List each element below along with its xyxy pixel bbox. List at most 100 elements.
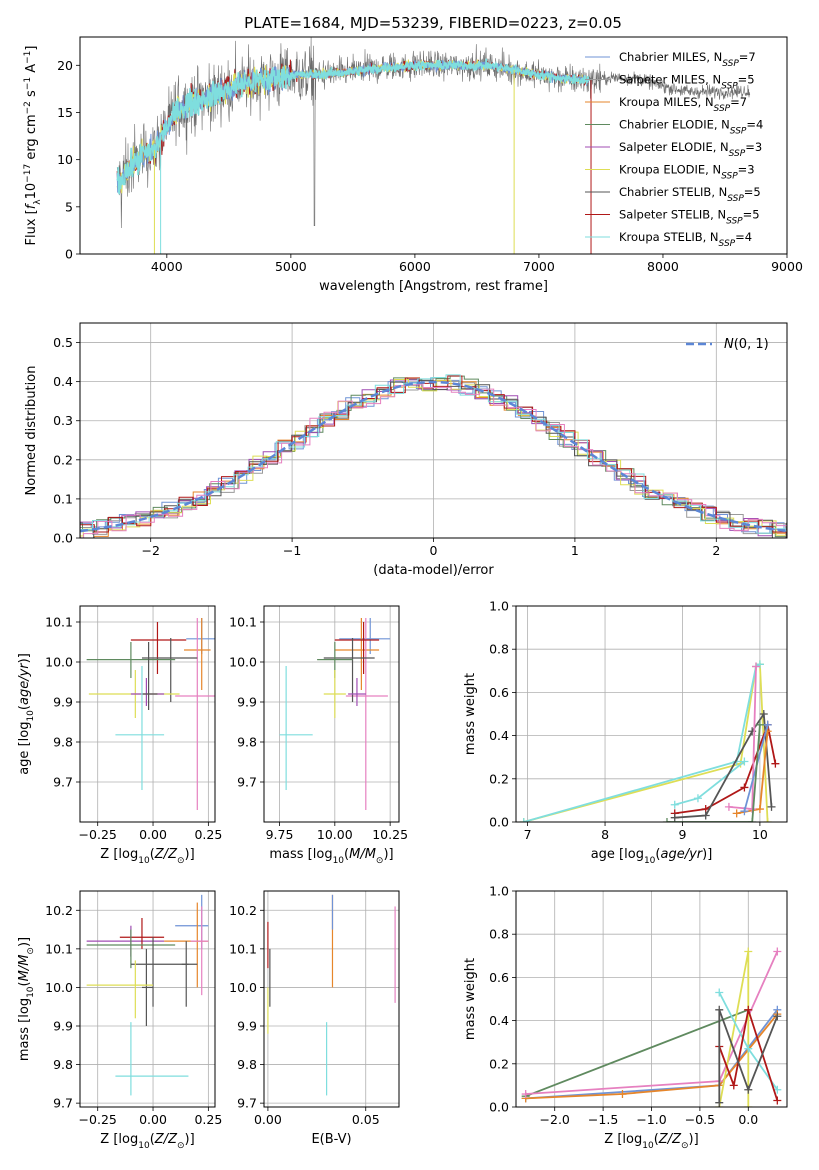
z-age-ylabel: age [log10(age/yr)] [17,653,36,775]
y-tick-label: 10.1 [229,941,257,956]
z-weight-marker [715,1005,724,1014]
age-weight-frame [515,605,788,823]
age-weight-marker [670,800,679,809]
z-mass-ylabel: mass [log10(M/M⊙)] [17,937,36,1061]
legend-label: Chabrier STELIB, NSSP=5 [619,185,761,204]
y-tick-label: 0.0 [489,815,509,830]
y-tick-label: 20 [57,58,73,73]
y-tick-label: 10.0 [229,655,257,670]
z-weight-ylabel: mass weight [463,958,478,1040]
legend-label: Kroupa MILES, NSSP=7 [619,95,747,114]
age-weight-marker [752,662,761,671]
x-tick-label: 9000 [771,259,803,274]
z-weight-marker [744,947,753,956]
x-tick-label: 5000 [275,259,307,274]
y-tick-label: 0.2 [489,1056,509,1071]
z-mass-frame [79,890,216,1108]
y-tick-label: 9.8 [53,735,73,750]
z-weight-marker [773,1012,782,1021]
age-weight-marker [759,710,768,718]
y-tick-label: 0.2 [489,771,509,786]
z-age-point [115,666,165,790]
residuals-axes: −2 −1 0 1 2 0.0 0.1 0.2 0.3 0.4 0.5 [53,323,787,558]
spectrum-frame [79,36,788,255]
z-weight-marker [773,1096,782,1105]
x-tick-label: −0.25 [79,1112,117,1127]
mass-age-point [323,638,375,702]
x-tick-label: 4000 [151,259,183,274]
z-weight-marker [715,988,724,997]
y-tick-label: 10.2 [45,903,73,918]
age-weight-marker [662,818,671,822]
legend-label: Salpeter MILES, NSSP=5 [619,73,755,92]
legend-label: Salpeter ELODIE, NSSP=3 [619,140,762,159]
age-weight-marker [763,818,772,822]
x-tick-label: −2.0 [540,1112,570,1127]
z-age-point [141,638,198,702]
legend-label: Kroupa STELIB, NSSP=4 [619,230,752,249]
age-weight-xlabel: age [log10(age/yr)] [591,847,713,866]
gaussian-reference-curve [80,380,787,533]
y-tick-label: 10.1 [45,941,73,956]
mass-age-plot-area [279,618,391,810]
z-age-point [86,642,176,678]
x-tick-label: 10 [752,827,768,842]
age-weight-marker [693,794,702,803]
z-age-frame [79,605,216,823]
z-weight-frame [515,890,788,1108]
y-tick-label: 9.9 [237,695,257,710]
z-age-axes: −0.25 0.00 0.25 9.7 9.8 9.9 10.0 10.1 [45,606,222,842]
x-tick-label: 10.00 [317,827,353,842]
z-weight-xlabel: Z [log10(Z/Z⊙)] [604,1132,698,1151]
ebv-mass-axes: 0.00 0.05 9.7 9.8 9.9 10.0 10.1 10.2 [229,891,399,1127]
ebv-mass-plot-area [267,894,396,1096]
y-tick-label: 10.1 [229,615,257,630]
mass-age-xlabel: mass [log10(M/M⊙)] [269,847,393,866]
legend-label: Salpeter STELIB, NSSP=5 [619,208,760,227]
x-tick-label: 1 [571,543,579,558]
z-weight-marker [744,1044,753,1053]
x-tick-label: 10.25 [372,827,408,842]
mass-age-point [334,618,380,690]
y-tick-label: 10.0 [229,980,257,995]
y-tick-label: 0 [65,247,73,262]
z-mass-point [86,929,176,969]
mass-age-axes: 9.75 10.00 10.25 9.7 9.8 9.9 10.0 10.1 [229,606,408,842]
y-tick-label: 0.3 [53,413,73,428]
age-weight-marker [740,783,749,792]
y-tick-label: 15 [57,105,73,120]
y-tick-label: 0.4 [489,1013,509,1028]
residuals-plot-area [80,374,787,538]
mass-age-frame [263,605,400,823]
age-weight-marker [519,818,528,822]
age-weight-marker [670,813,679,822]
z-weight-marker [521,1090,530,1099]
y-tick-label: 10.1 [45,615,73,630]
z-weight-plot-area [521,947,782,1107]
spectrum-xlabel: wavelength [Angstrom, rest frame] [319,279,548,294]
y-tick-label: 0.0 [489,1100,509,1115]
spectrum-model-kroupa_stelib [116,58,590,195]
z-weight-marker [744,1005,753,1014]
residuals-ylabel: Normed distribution [24,366,39,496]
y-tick-label: 9.9 [237,1019,257,1034]
y-tick-label: 9.7 [53,1096,73,1111]
age-weight-marker [732,809,741,818]
age-weight-plot-area [519,660,780,822]
age-weight-marker [763,720,772,729]
age-weight-axes: 7 8 9 10 0.0 0.2 0.4 0.6 0.8 1.0 [489,599,787,842]
z-mass-point [130,937,198,1007]
x-tick-label: 9.75 [266,827,294,842]
ebv-mass-xlabel: E(B-V) [311,1132,351,1147]
x-tick-label: 6000 [399,259,431,274]
y-tick-label: 0.1 [53,491,73,506]
z-age-point [130,622,187,674]
z-mass-xlabel: Z [log10(Z/Z⊙)] [100,1132,194,1151]
x-tick-label: −1.0 [636,1112,666,1127]
residuals-xlabel: (data-model)/error [373,563,494,578]
age-weight-marker [767,802,776,811]
age-weight-marker [724,802,733,811]
x-tick-label: 0.05 [352,1112,380,1127]
z-mass-point [115,1022,189,1096]
z-mass-point [141,948,154,1026]
